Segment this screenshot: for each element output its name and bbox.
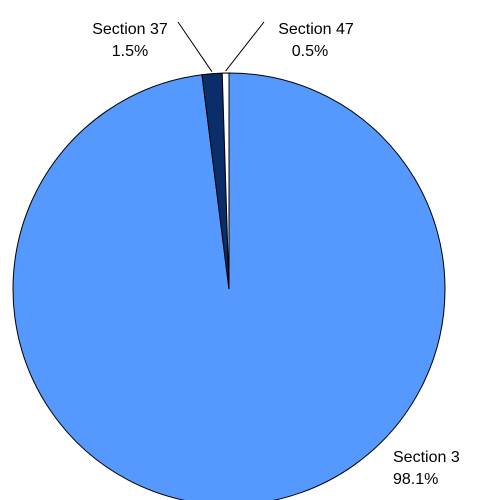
leader-lines (177, 21, 265, 72)
label-section-3-name: Section 3 (393, 449, 460, 466)
label-section-37-name: Section 37 (92, 21, 168, 38)
label-section-47-value: 0.5% (292, 43, 328, 60)
label-section-37-value: 1.5% (112, 43, 148, 60)
pie-slices (12, 72, 446, 500)
label-section-3-value: 98.1% (393, 471, 438, 488)
leader-line-section-37 (177, 21, 213, 72)
pie-slice-section-47 (221, 72, 230, 290)
leader-line-section-47 (225, 21, 265, 72)
label-section-47-name: Section 47 (278, 21, 354, 38)
